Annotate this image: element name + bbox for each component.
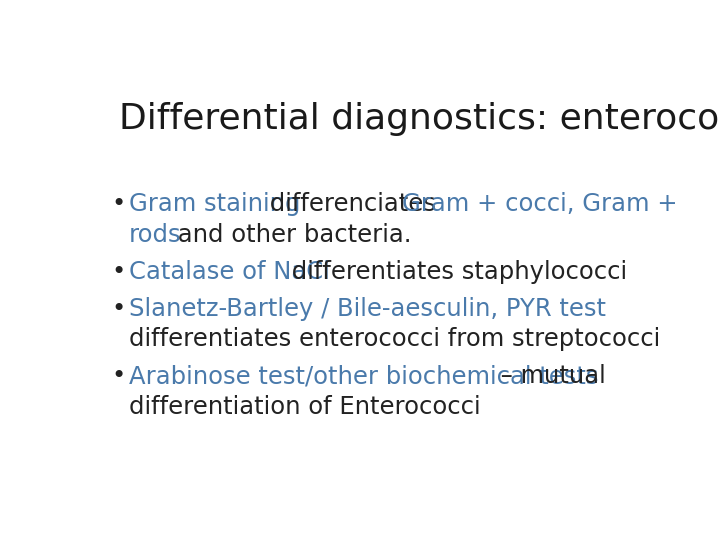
Text: Gram staining: Gram staining: [129, 192, 300, 216]
Text: •: •: [112, 296, 126, 321]
Text: •: •: [112, 192, 126, 216]
Text: •: •: [112, 260, 126, 284]
Text: differentiates enterococci from streptococci: differentiates enterococci from streptoc…: [129, 327, 660, 352]
Text: rods: rods: [129, 222, 181, 247]
Text: Catalase of NaCl: Catalase of NaCl: [129, 260, 330, 284]
Text: differenciates: differenciates: [261, 192, 444, 216]
Text: and other bacteria.: and other bacteria.: [169, 222, 411, 247]
Text: – mutual: – mutual: [492, 364, 606, 388]
Text: Gram + cocci, Gram +: Gram + cocci, Gram +: [402, 192, 678, 216]
Text: differentiation of Enterococci: differentiation of Enterococci: [129, 395, 480, 419]
Text: Differential diagnostics: enterococci: Differential diagnostics: enterococci: [120, 102, 720, 136]
Text: Arabinose test/other biochemical tests: Arabinose test/other biochemical tests: [129, 364, 598, 388]
Text: differentiates staphylococci: differentiates staphylococci: [284, 260, 628, 284]
Text: Slanetz-Bartley / Bile-aesculin, PYR test: Slanetz-Bartley / Bile-aesculin, PYR tes…: [129, 296, 606, 321]
Text: •: •: [112, 364, 126, 388]
